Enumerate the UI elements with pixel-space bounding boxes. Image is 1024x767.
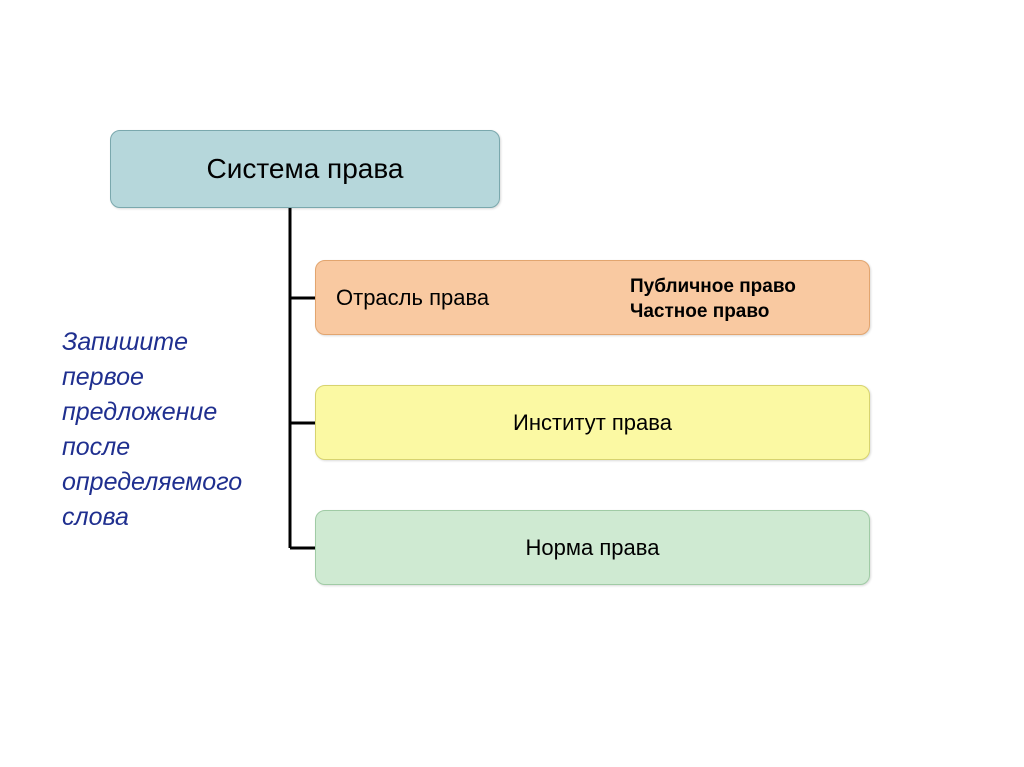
child-node-label: Отрасль права xyxy=(336,285,489,311)
instruction-line: после xyxy=(62,430,242,465)
child-node-2: Норма права xyxy=(315,510,870,585)
instruction-line: слова xyxy=(62,500,242,535)
instruction-line: предложение xyxy=(62,395,242,430)
branch-annotation: Публичное правоЧастное право xyxy=(630,275,796,324)
instruction-line: определяемого xyxy=(62,465,242,500)
instruction-text: Запишитепервоепредложениепослеопределяем… xyxy=(62,325,242,535)
child-node-1: Институт права xyxy=(315,385,870,460)
annotation-line: Частное право xyxy=(630,300,796,325)
instruction-line: Запишите xyxy=(62,325,242,360)
child-node-label: Норма права xyxy=(526,535,660,561)
annotation-line: Публичное право xyxy=(630,275,796,300)
root-node-label: Система права xyxy=(207,153,404,185)
root-node: Система права xyxy=(110,130,500,208)
child-node-label: Институт права xyxy=(513,410,672,436)
instruction-line: первое xyxy=(62,360,242,395)
